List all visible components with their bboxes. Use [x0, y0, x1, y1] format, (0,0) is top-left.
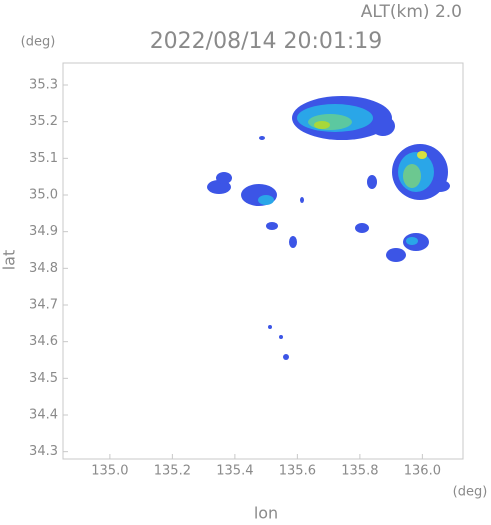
x-tick-label: 135.8 [341, 464, 378, 479]
y-tick-label: 34.4 [29, 408, 58, 423]
y-tick-label: 34.9 [29, 224, 58, 239]
y-tick-label: 35.1 [29, 151, 58, 166]
x-tick-label: 135.0 [91, 464, 128, 479]
radar-echoes [207, 96, 450, 360]
y-axis-title: lat [0, 250, 19, 271]
y-tick-label: 34.3 [29, 444, 58, 459]
y-tick-label: 35.0 [29, 188, 58, 203]
x-tick-label: 136.0 [404, 464, 441, 479]
y-tick-label: 35.2 [29, 114, 58, 129]
y-tick-label: 34.5 [29, 371, 58, 386]
altitude-label: ALT(km) 2.0 [361, 2, 462, 22]
y-tick-label: 34.8 [29, 261, 58, 276]
x-tick-label: 135.6 [279, 464, 316, 479]
y-tick-label: 34.7 [29, 298, 58, 313]
x-axis-title: lon [254, 504, 278, 522]
y-tick-label: 35.3 [29, 78, 58, 93]
plot-frame [62, 62, 464, 460]
x-unit: (deg) [453, 485, 488, 500]
y-tick-label: 34.6 [29, 334, 58, 349]
y-unit: (deg) [21, 35, 56, 50]
x-tick-label: 135.2 [154, 464, 191, 479]
timestamp: 2022/08/14 20:01:19 [150, 29, 383, 54]
x-tick-label: 135.4 [216, 464, 253, 479]
